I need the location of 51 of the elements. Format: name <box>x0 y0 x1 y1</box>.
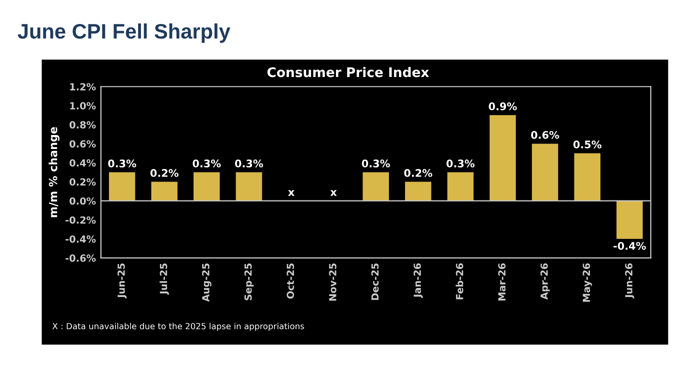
x-tick-label: Jun-26 <box>625 263 634 298</box>
x-tick-label: Mar-26 <box>498 263 506 301</box>
data-label: 0.2% <box>404 169 432 177</box>
data-label: 0.3% <box>235 160 264 168</box>
data-label: 0.3% <box>362 160 390 168</box>
bar <box>447 172 474 201</box>
y-tick-label: 0.4% <box>70 159 96 167</box>
y-tick-label: -0.6% <box>66 254 96 262</box>
y-tick-label: 0.6% <box>70 140 96 148</box>
y-tick-label: 0.0% <box>70 197 96 205</box>
bar <box>616 200 643 239</box>
bar <box>574 153 600 201</box>
x-tick-label: Jun-25 <box>118 263 127 298</box>
data-label: 0.9% <box>488 102 517 110</box>
data-label: -0.4% <box>614 242 646 250</box>
bar <box>236 172 262 201</box>
chart-subtitle: Consumer Price Index <box>267 66 430 78</box>
y-axis-title: m/m % change <box>48 127 60 218</box>
y-tick-label: 1.0% <box>70 102 96 110</box>
text: x <box>288 190 294 196</box>
x-tick-label: Nov-25 <box>329 263 336 301</box>
bar <box>405 182 432 201</box>
data-label: 0.6% <box>531 130 560 139</box>
x-tick-label: Oct-25 <box>286 263 294 299</box>
text: X : Data unavailable due to the 2025 lapse in appropriations <box>52 322 304 331</box>
x-tick-label: Aug-25 <box>202 263 212 302</box>
bar <box>362 172 389 201</box>
data-label: 0.3% <box>108 160 136 168</box>
x-tick-label: Feb-26 <box>456 263 464 300</box>
data-label: 0.5% <box>573 140 602 148</box>
y-tick-label: -0.4% <box>66 235 96 243</box>
x-tick-label: Dec-25 <box>371 263 379 300</box>
text: x <box>330 190 337 196</box>
bar <box>490 115 516 201</box>
y-tick-label: 0.8% <box>70 121 96 129</box>
y-tick-label: 1.2% <box>70 83 96 90</box>
data-label: 0.2% <box>150 169 178 177</box>
data-label: 0.3% <box>192 160 221 168</box>
data-label: 0.3% <box>446 160 475 168</box>
bar <box>108 172 136 201</box>
bar <box>194 172 220 201</box>
chart-title: June CPI Fell Sharply <box>18 23 230 43</box>
y-tick-label: 0.2% <box>70 178 96 186</box>
bar <box>532 144 558 201</box>
y-tick-label: -0.2% <box>66 216 96 224</box>
bar <box>151 182 178 201</box>
x-tick-label: Apr-26 <box>540 263 550 300</box>
x-tick-label: Sep-25 <box>244 263 254 300</box>
x-tick-label: Jul-25 <box>160 263 169 295</box>
x-tick-label: May-26 <box>582 263 592 302</box>
x-tick-label: Jan-26 <box>414 263 423 298</box>
